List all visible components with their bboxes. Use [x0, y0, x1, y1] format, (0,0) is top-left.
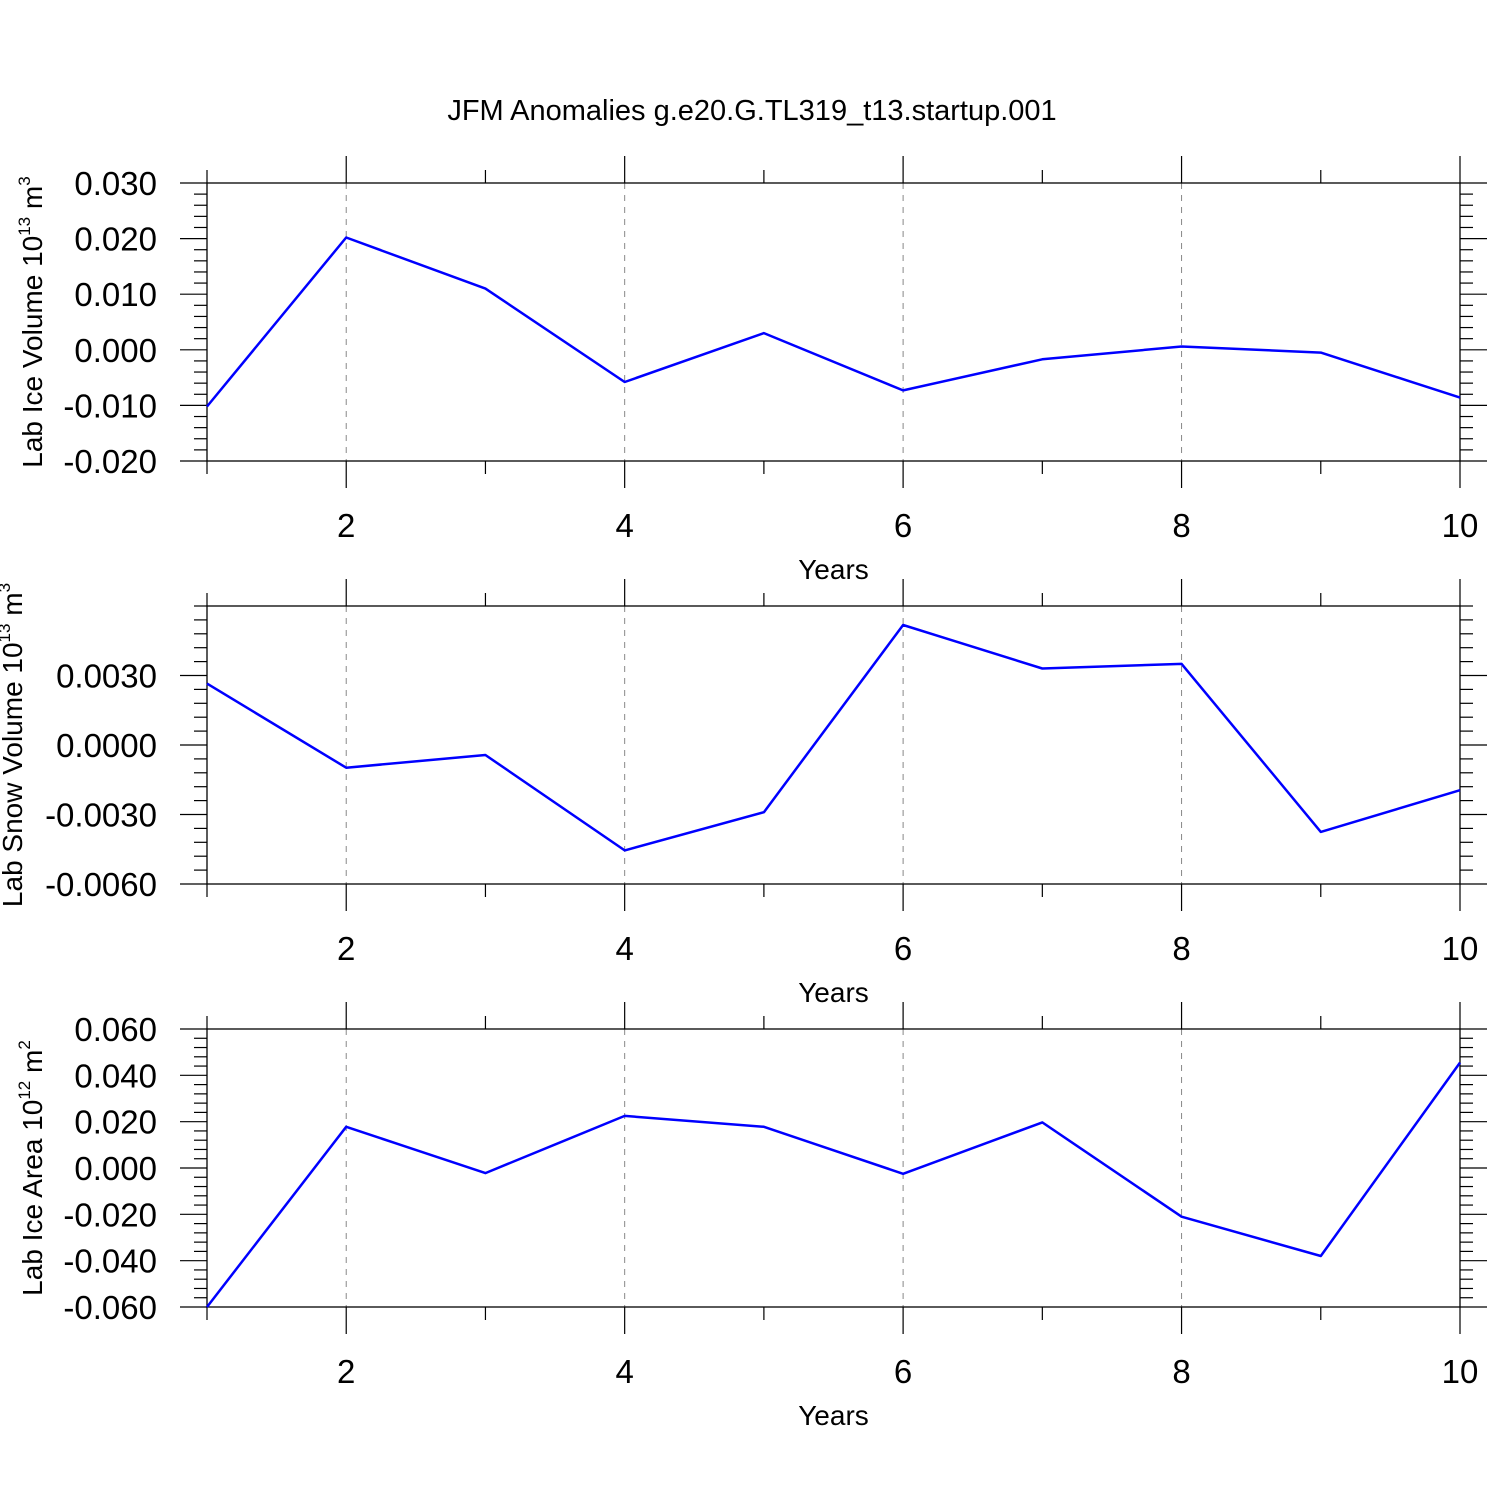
ice-volume-y-tick-label: -0.020	[63, 443, 157, 480]
snow-volume-y-tick-label: -0.0030	[45, 797, 157, 834]
ice-volume-x-tick-label: 2	[337, 507, 355, 544]
ice-volume-x-tick-label: 8	[1172, 507, 1190, 544]
ice-area-y-tick-label: 0.000	[74, 1150, 157, 1187]
ice-volume-x-tick-label: 10	[1442, 507, 1479, 544]
ice-area-y-tick-label: -0.040	[63, 1243, 157, 1280]
snow-volume-y-tick-label: 0.0000	[56, 727, 157, 764]
ice-area-y-axis-label: Lab Ice Area 1012 m2	[15, 1040, 48, 1296]
snow-volume-series-line	[206, 623, 1461, 852]
chart-panel-ice-volume: 2 4 6 8 10 -0.020 -0.010 0.000 0.010 0.020 0.030 Ye…	[15, 156, 1487, 585]
ice-area-y-tick-label: -0.060	[63, 1289, 157, 1326]
ice-volume-y-axis-label: Lab Ice Volume 1013 m3	[15, 176, 48, 467]
snow-volume-x-axis-label: Years	[798, 977, 869, 1008]
ice-volume-y-tick-label: 0.020	[74, 221, 157, 258]
ice-area-x-tick-label: 10	[1442, 1353, 1479, 1390]
ice-area-series-line	[206, 1061, 1462, 1308]
ice-area-x-tick-label: 2	[337, 1353, 355, 1390]
snow-volume-plot-frame	[206, 605, 1461, 885]
snow-volume-y-tick-label: 0.0030	[56, 658, 157, 695]
snow-volume-x-tick-label: 6	[894, 930, 912, 967]
ice-area-y-tick-label: 0.020	[74, 1104, 157, 1141]
snow-volume-x-tick-label: 8	[1172, 930, 1190, 967]
snow-volume-x-tick-label: 4	[615, 930, 633, 967]
ice-area-plot-frame	[206, 1028, 1461, 1308]
ice-volume-x-axis-label: Years	[798, 554, 869, 585]
chart-panel-ice-area: 2 4 6 8 10 -0.060 -0.040 -0.020 0.000 0.020 0.040 0…	[15, 1002, 1487, 1431]
ice-volume-x-tick-label: 4	[615, 507, 633, 544]
ice-area-x-axis-label: Years	[798, 1400, 869, 1431]
chart-panel-snow-volume: 2 4 6 8 10 -0.0060 -0.0030 0.0000 0.0030 Years Lab…	[0, 579, 1487, 1008]
ice-volume-plot-frame	[206, 182, 1461, 462]
ice-volume-y-tick-label: -0.010	[63, 387, 157, 424]
ice-volume-y-tick-label: 0.000	[74, 332, 157, 369]
snow-volume-y-axis-label: Lab Snow Volume 1013 m3	[0, 583, 28, 907]
ice-area-y-tick-label: -0.020	[63, 1196, 157, 1233]
snow-volume-x-tick-label: 10	[1442, 930, 1479, 967]
snow-volume-x-tick-label: 2	[337, 930, 355, 967]
ice-area-y-tick-label: 0.040	[74, 1057, 157, 1094]
ice-volume-series-line	[206, 236, 1461, 408]
snow-volume-y-tick-label: -0.0060	[45, 866, 157, 903]
ice-area-x-tick-label: 6	[894, 1353, 912, 1390]
figure-title: JFM Anomalies g.e20.G.TL319_t13.startup.…	[447, 95, 1056, 127]
ice-area-x-tick-label: 4	[615, 1353, 633, 1390]
ice-volume-x-tick-label: 6	[894, 507, 912, 544]
ice-volume-y-tick-label: 0.010	[74, 276, 157, 313]
ice-area-x-tick-label: 8	[1172, 1353, 1190, 1390]
ice-area-y-tick-label: 0.060	[74, 1011, 157, 1048]
ice-volume-y-tick-label: 0.030	[74, 165, 157, 202]
